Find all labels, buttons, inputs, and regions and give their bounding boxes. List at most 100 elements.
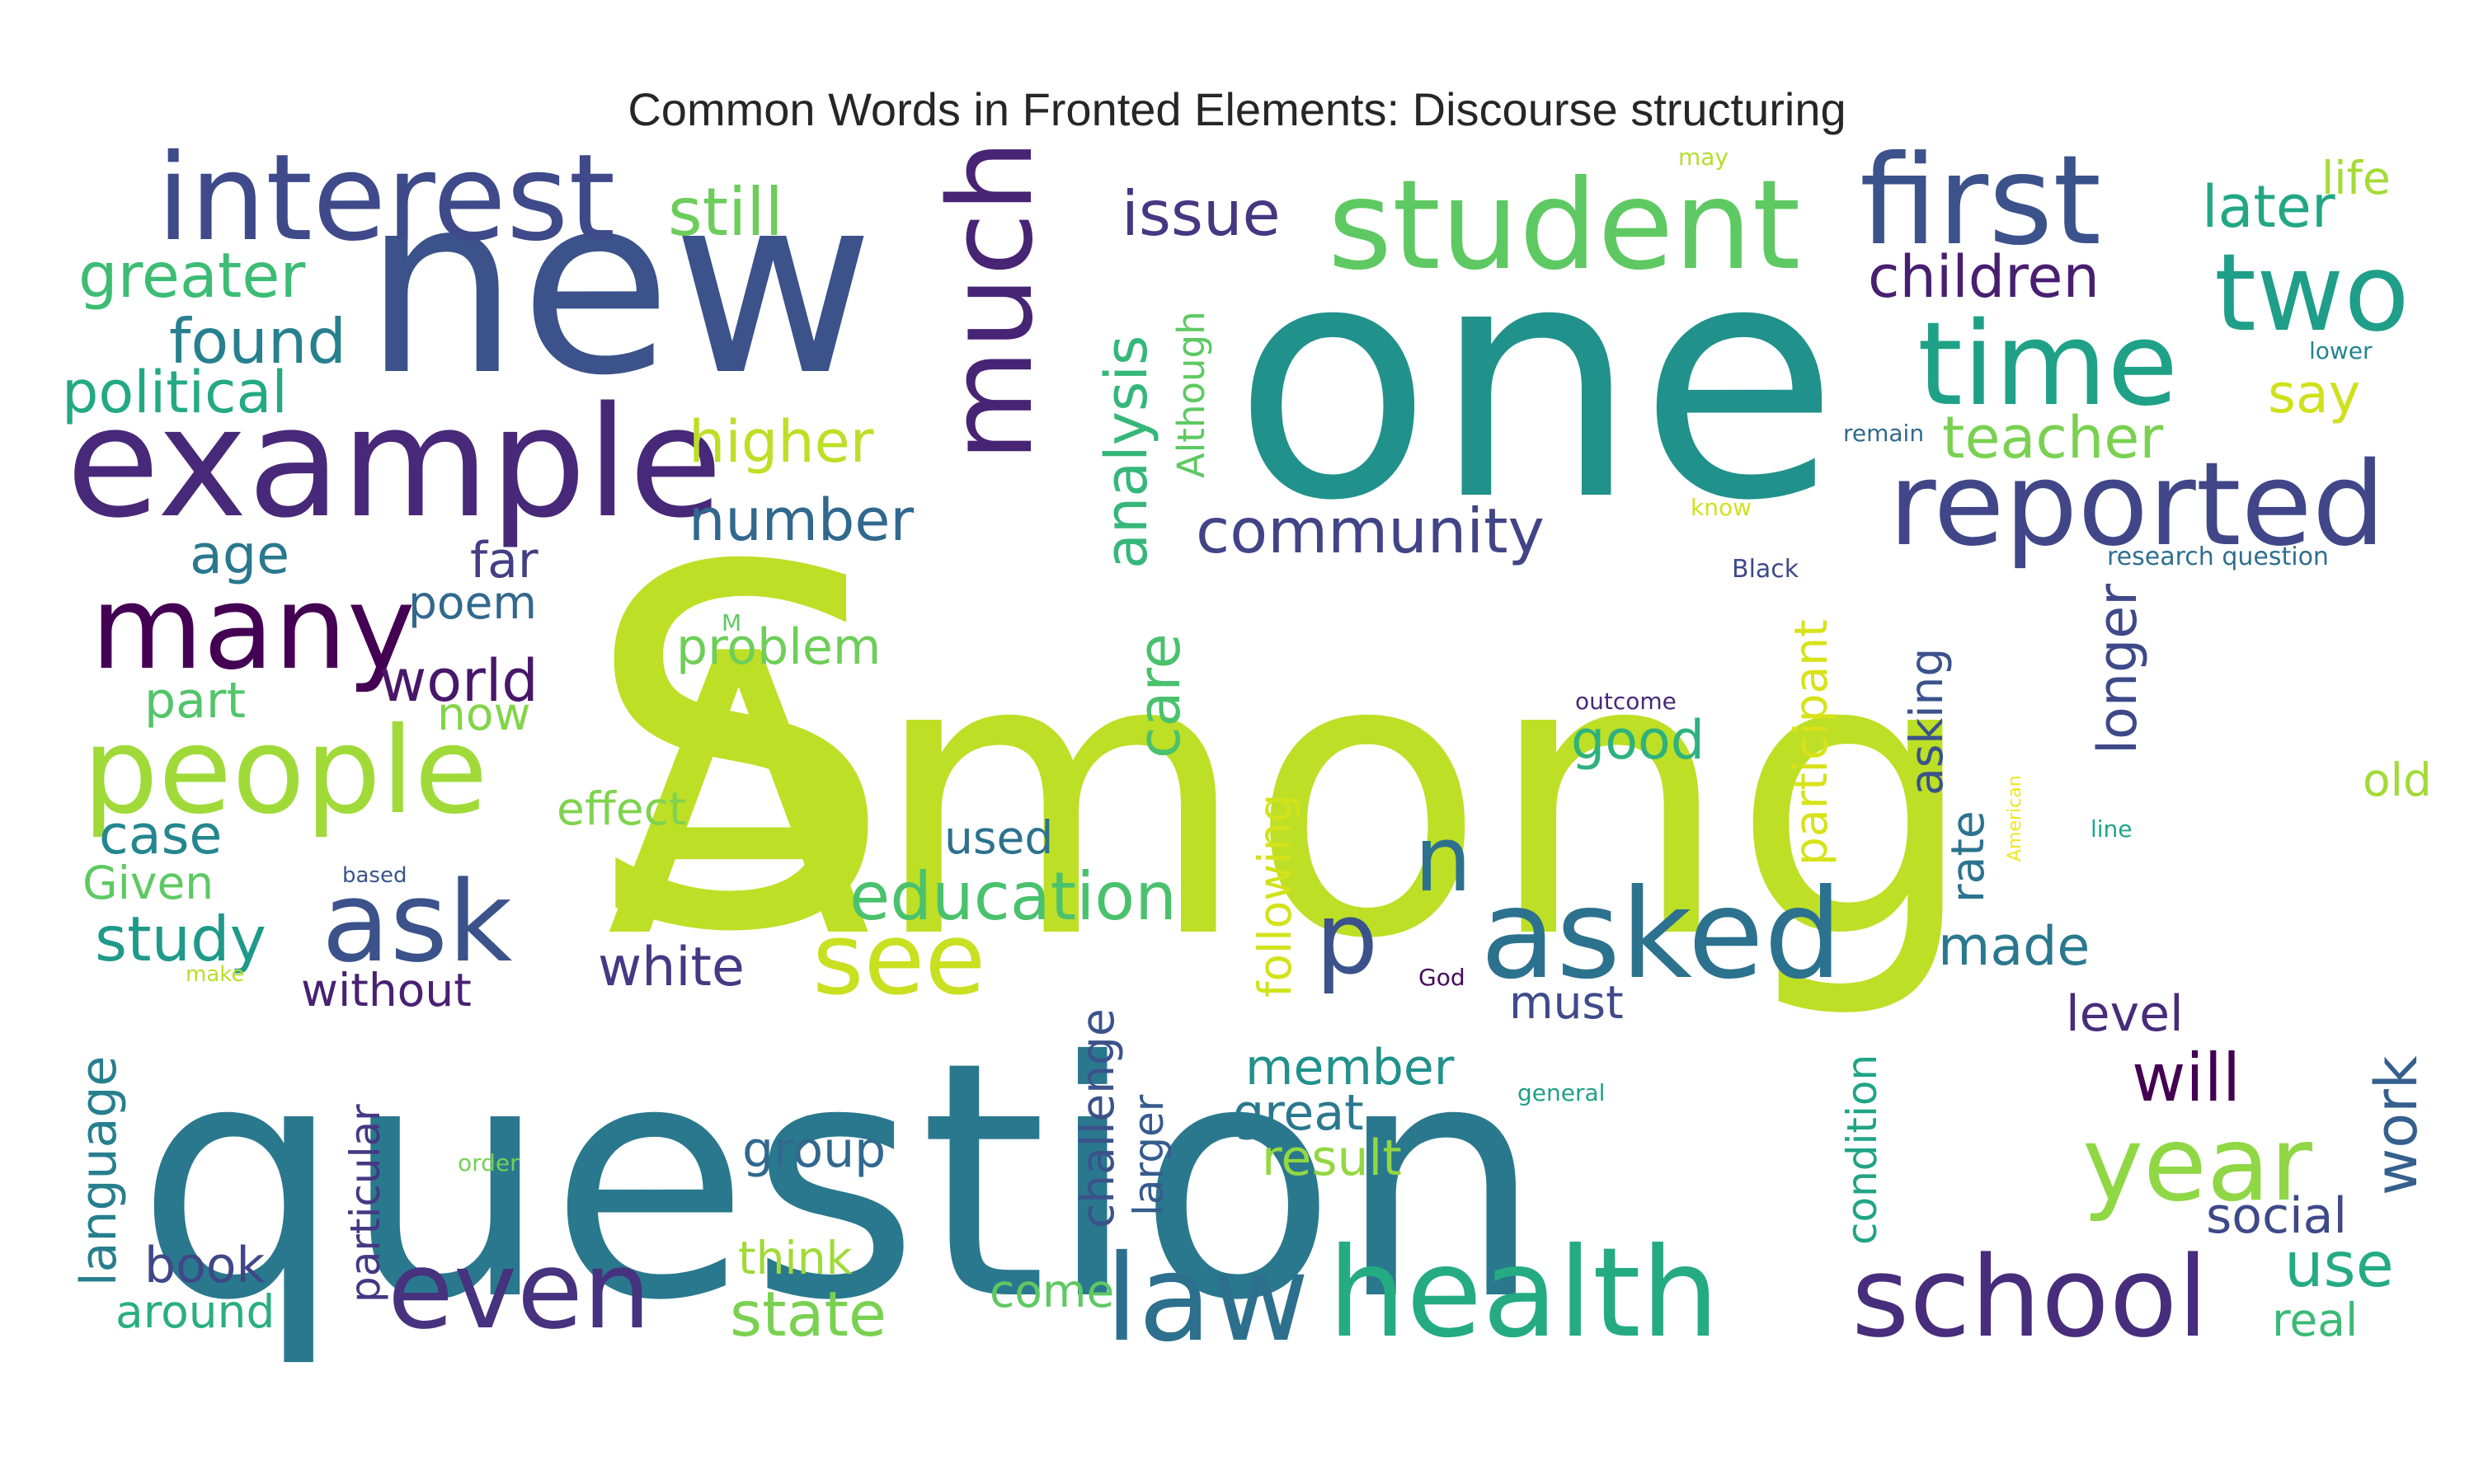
- word-challenge: challenge: [1071, 1008, 1124, 1228]
- word-law: law: [1105, 1229, 1310, 1369]
- chart-title: Common Words in Fronted Elements: Discou…: [628, 83, 1846, 135]
- word-state: state: [730, 1278, 887, 1350]
- word-p: p: [1315, 882, 1378, 997]
- word-political: political: [62, 359, 288, 426]
- word-world: world: [379, 647, 539, 715]
- word-condition: condition: [1838, 1054, 1886, 1245]
- word-black: Black: [1732, 555, 1799, 584]
- word-analysis: analysis: [1093, 336, 1160, 569]
- word-result: result: [1262, 1129, 1402, 1187]
- word-must: must: [1509, 976, 1624, 1029]
- word-found: found: [169, 305, 346, 378]
- word-larger: larger: [1125, 1094, 1173, 1216]
- word-much: much: [924, 139, 1059, 462]
- word-education: education: [849, 858, 1177, 935]
- word-new: new: [363, 142, 874, 430]
- word-order: order: [458, 1149, 520, 1176]
- word-used: used: [944, 811, 1053, 864]
- word-participant: participant: [1785, 619, 1837, 866]
- word-interest: interest: [157, 129, 615, 268]
- word-case: case: [99, 805, 222, 866]
- word-outcome: outcome: [1575, 688, 1677, 715]
- word-rate: rate: [1941, 810, 1994, 903]
- word-may: may: [1678, 143, 1729, 171]
- word-think: think: [738, 1232, 853, 1284]
- word-good: good: [1571, 710, 1705, 772]
- word-part: part: [144, 672, 246, 730]
- word-will: will: [2132, 1040, 2241, 1116]
- word-greater: greater: [78, 239, 305, 312]
- word-health: health: [1328, 1222, 1719, 1365]
- word-particular: particular: [341, 1104, 389, 1303]
- word-life: life: [2321, 152, 2391, 204]
- word-care: care: [1126, 633, 1193, 758]
- word-children: children: [1868, 243, 2100, 311]
- word-one: one: [1233, 193, 1839, 572]
- word-ask: ask: [322, 857, 512, 987]
- word-work: work: [2363, 1055, 2430, 1195]
- word-two: two: [2214, 230, 2410, 355]
- word-many: many: [91, 561, 416, 696]
- word-social: social: [2206, 1187, 2347, 1245]
- word-white: white: [598, 937, 745, 998]
- word-god: God: [1418, 964, 1465, 991]
- word-line: line: [2091, 815, 2133, 843]
- word-s: S: [581, 464, 896, 1040]
- word-far: far: [470, 532, 539, 589]
- word-remain: remain: [1843, 420, 1924, 447]
- word-problem: problem: [676, 618, 881, 676]
- word-without: without: [301, 964, 472, 1017]
- word-poem: poem: [408, 576, 537, 629]
- word-n: n: [1414, 806, 1472, 912]
- word-group: group: [742, 1121, 886, 1179]
- word-made: made: [1938, 916, 2090, 978]
- word-higher: higher: [689, 408, 874, 476]
- word-issue: issue: [1122, 177, 1281, 250]
- word-around: around: [115, 1285, 275, 1338]
- word-year: year: [2082, 1105, 2312, 1224]
- word-real: real: [2272, 1294, 2358, 1346]
- word-longer: longer: [2087, 584, 2149, 754]
- word-later: later: [2202, 173, 2335, 241]
- word-make: make: [186, 962, 244, 987]
- word-asking: asking: [1900, 648, 1953, 796]
- word-study: study: [95, 903, 266, 975]
- word-first: first: [1860, 129, 2101, 273]
- word-research-question: research question: [2107, 542, 2329, 571]
- word-question: question: [136, 993, 1544, 1372]
- word-even: even: [388, 1228, 651, 1353]
- word-teacher: teacher: [1942, 404, 2163, 472]
- word-example: example: [66, 373, 722, 552]
- word-asked: asked: [1480, 863, 1842, 1007]
- word-effect: effect: [557, 782, 686, 835]
- word-lower: lower: [2309, 337, 2373, 364]
- word-m: M: [722, 609, 741, 636]
- word-old: old: [2363, 754, 2432, 806]
- word-language: language: [70, 1056, 128, 1286]
- word-student: student: [1328, 154, 1800, 298]
- word-come: come: [990, 1265, 1114, 1317]
- word-know: know: [1691, 494, 1752, 521]
- word-following: following: [1249, 794, 1301, 998]
- word-time: time: [1917, 298, 2178, 432]
- word-use: use: [2284, 1228, 2394, 1301]
- word-book: book: [144, 1237, 266, 1294]
- word-american: American: [2005, 775, 2025, 862]
- word-now: now: [437, 688, 531, 740]
- word-reported: reported: [1888, 438, 2386, 572]
- word-community: community: [1196, 495, 1545, 567]
- word-school: school: [1851, 1233, 2208, 1362]
- word-general: general: [1517, 1079, 1605, 1106]
- word-although: Although: [1169, 311, 1213, 478]
- word-number: number: [689, 486, 914, 554]
- word-people: people: [82, 702, 488, 841]
- word-great: great: [1233, 1084, 1364, 1142]
- word-see: see: [812, 903, 985, 1017]
- word-based: based: [342, 863, 407, 888]
- word-given: Given: [82, 857, 214, 909]
- word-say: say: [2268, 364, 2360, 425]
- word-level: level: [2066, 985, 2184, 1043]
- word-among: Among: [606, 572, 1978, 1023]
- word-age: age: [190, 524, 289, 586]
